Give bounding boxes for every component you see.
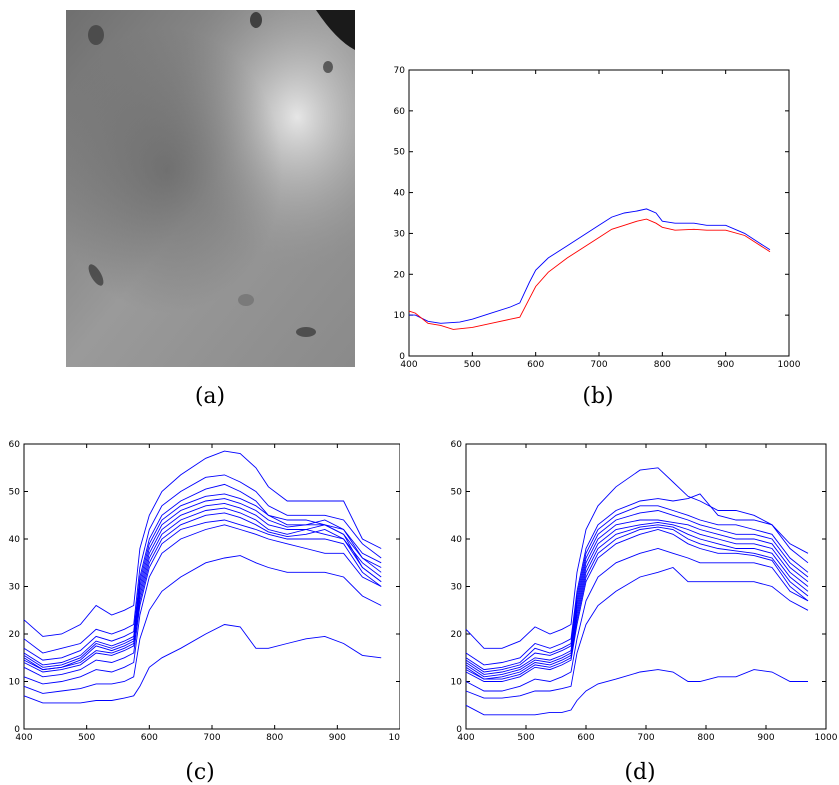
y-tick-label: 50 <box>394 148 406 158</box>
series-line-6 <box>465 521 809 678</box>
series-line-3 <box>23 483 382 661</box>
series-line-1 <box>23 450 382 637</box>
caption-c: (c) <box>185 760 215 785</box>
series-line-7 <box>23 507 382 671</box>
x-tick-label: 800 <box>654 360 671 370</box>
series-line-3 <box>465 505 809 671</box>
caption-b: (b) <box>582 384 614 409</box>
series-line-12 <box>465 669 808 716</box>
series-line-4 <box>23 493 382 666</box>
x-tick-label: 900 <box>329 733 346 743</box>
y-tick-label: 40 <box>394 189 406 199</box>
x-tick-label: 400 <box>400 360 417 370</box>
y-tick-label: 30 <box>451 583 463 593</box>
x-tick-label: 400 <box>15 733 32 743</box>
x-tick-label: 500 <box>517 733 534 743</box>
y-tick-label: 40 <box>9 535 21 545</box>
series-line-1 <box>409 208 771 324</box>
series-line-9 <box>23 519 382 678</box>
series-line-11 <box>465 566 809 699</box>
series-line-10 <box>465 548 809 692</box>
y-tick-label: 0 <box>399 352 405 362</box>
caption-d: (d) <box>624 760 656 785</box>
x-tick-label: 800 <box>697 733 714 743</box>
chart-d: 400 500 600 700 800 900 1000 0 10 20 30 40 50 60 <box>440 435 839 745</box>
y-tick-label: 10 <box>394 311 406 321</box>
x-tick-label: 1000 <box>778 360 800 370</box>
caption-a: (a) <box>194 384 226 409</box>
y-tick-label: 30 <box>9 583 21 593</box>
x-tick-label: 900 <box>757 733 774 743</box>
plot-frame <box>23 443 401 730</box>
x-tick-label: 900 <box>717 360 734 370</box>
series-line-5 <box>465 519 809 675</box>
chart-d-svg: 400 500 600 700 800 900 1000 0 10 20 30 40 50 60 <box>451 440 838 743</box>
series-line-1 <box>465 467 809 649</box>
y-tick-label: 70 <box>394 66 406 76</box>
series-line-10 <box>23 524 382 685</box>
y-tick-label: 60 <box>394 107 406 117</box>
x-tick-label: 500 <box>464 360 481 370</box>
x-tick-label: 700 <box>203 733 220 743</box>
x-tick-label: 700 <box>590 360 607 370</box>
series-line-5 <box>23 498 382 668</box>
y-tick-label: 30 <box>394 229 406 239</box>
x-tick-label: 600 <box>527 360 544 370</box>
y-tick-label: 60 <box>451 440 463 450</box>
plot-frame <box>408 69 790 357</box>
series-line-12 <box>23 624 382 704</box>
y-tick-label: 20 <box>9 630 21 640</box>
series-line-11 <box>23 555 382 694</box>
x-tick-label: 1000 <box>389 733 400 743</box>
y-tick-label: 50 <box>451 488 463 498</box>
y-tick-label: 10 <box>451 678 463 688</box>
y-tick-label: 60 <box>9 440 21 450</box>
x-tick-label: 700 <box>637 733 654 743</box>
x-tick-label: 600 <box>577 733 594 743</box>
chart-b-svg: 400 500 600 700 800 900 1000 0 10 20 30 40 50 60 70 <box>394 66 801 370</box>
y-tick-label: 40 <box>451 535 463 545</box>
chart-c-svg: 400 500 600 700 800 900 1000 0 10 20 30 40 50 60 <box>9 440 412 743</box>
image-a-graphic <box>66 10 355 367</box>
series-line-2 <box>408 218 771 330</box>
x-tick-label: 1000 <box>815 733 838 743</box>
series-line-9 <box>465 529 809 682</box>
x-tick-label: 600 <box>141 733 158 743</box>
series-line-7 <box>465 524 809 680</box>
x-tick-label: 800 <box>266 733 283 743</box>
series-line-2 <box>23 474 382 654</box>
series-line-8 <box>465 526 809 680</box>
image-a <box>66 10 355 367</box>
chart-b: 400 500 600 700 800 900 1000 0 10 20 30 40 50 60 70 <box>380 60 801 380</box>
series-line-4 <box>465 510 809 673</box>
y-tick-label: 0 <box>456 725 462 735</box>
x-tick-label: 500 <box>78 733 95 743</box>
chart-c: 400 500 600 700 800 900 1000 0 10 20 30 40 50 60 <box>0 435 412 745</box>
y-tick-label: 10 <box>9 678 21 688</box>
y-tick-label: 20 <box>451 630 463 640</box>
y-tick-label: 20 <box>394 270 406 280</box>
series-line-2 <box>465 493 809 666</box>
x-tick-label: 400 <box>457 733 474 743</box>
series-line-8 <box>23 512 382 673</box>
y-tick-label: 50 <box>9 488 21 498</box>
series-line-6 <box>23 502 382 671</box>
y-tick-label: 0 <box>14 725 20 735</box>
